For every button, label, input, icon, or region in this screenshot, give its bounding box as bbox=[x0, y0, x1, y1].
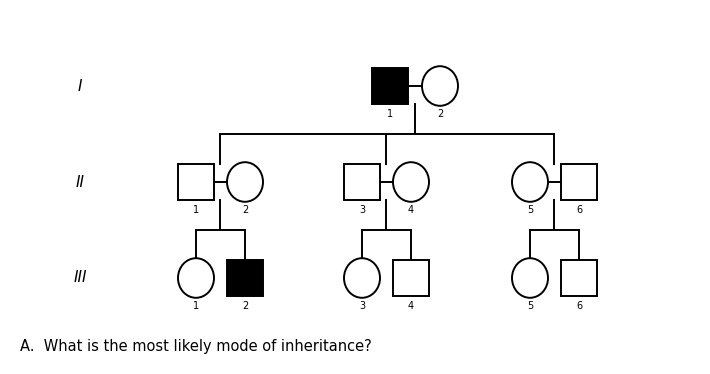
Ellipse shape bbox=[512, 258, 548, 298]
Bar bbox=[178, 164, 214, 200]
Text: 3: 3 bbox=[359, 205, 365, 215]
Text: 3: 3 bbox=[359, 301, 365, 311]
Ellipse shape bbox=[344, 258, 380, 298]
Text: II: II bbox=[75, 175, 84, 190]
Text: I: I bbox=[78, 79, 82, 94]
Text: 4: 4 bbox=[408, 301, 414, 311]
Text: 5: 5 bbox=[527, 301, 533, 311]
Ellipse shape bbox=[178, 258, 214, 298]
Text: III: III bbox=[73, 270, 87, 285]
Text: 2: 2 bbox=[242, 205, 248, 215]
Bar bbox=[344, 164, 380, 200]
Text: A.  What is the most likely mode of inheritance?: A. What is the most likely mode of inher… bbox=[20, 338, 372, 353]
Bar bbox=[561, 260, 597, 296]
Text: 6: 6 bbox=[576, 205, 582, 215]
Text: 6: 6 bbox=[576, 301, 582, 311]
Text: 2: 2 bbox=[242, 301, 248, 311]
Text: 1: 1 bbox=[193, 205, 199, 215]
Text: 4: 4 bbox=[408, 205, 414, 215]
Text: 5: 5 bbox=[527, 205, 533, 215]
Ellipse shape bbox=[227, 162, 263, 202]
Bar bbox=[561, 164, 597, 200]
Bar bbox=[393, 260, 429, 296]
Text: 2: 2 bbox=[437, 109, 443, 119]
Ellipse shape bbox=[393, 162, 429, 202]
Ellipse shape bbox=[512, 162, 548, 202]
Text: 1: 1 bbox=[193, 301, 199, 311]
Ellipse shape bbox=[422, 66, 458, 106]
Bar bbox=[227, 260, 263, 296]
Bar bbox=[372, 68, 408, 104]
Text: 1: 1 bbox=[387, 109, 393, 119]
